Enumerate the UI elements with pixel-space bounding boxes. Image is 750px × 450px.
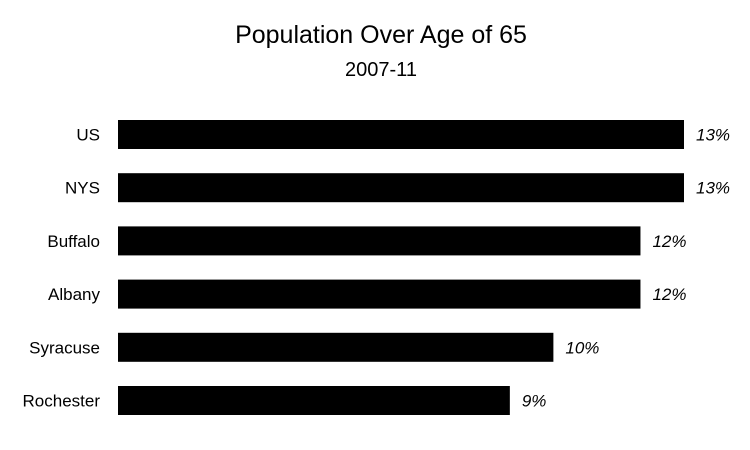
category-label-buffalo: Buffalo (47, 232, 100, 251)
data-label-buffalo: 12% (652, 232, 686, 251)
bar-rochester (118, 386, 510, 415)
category-label-syracuse: Syracuse (29, 338, 100, 357)
bar-syracuse (118, 332, 554, 362)
category-label-rochester: Rochester (23, 392, 101, 411)
data-label-albany: 12% (652, 285, 686, 304)
bar-nys (118, 173, 684, 203)
category-label-nys: NYS (65, 179, 100, 198)
bar-buffalo (118, 226, 641, 256)
bar-albany (118, 279, 641, 309)
data-label-rochester: 9% (522, 392, 547, 411)
data-label-syracuse: 10% (565, 338, 599, 357)
bars-group: US 13% NYS 13% Buffalo 12% Albany 12% Syracuse 10… (23, 120, 730, 415)
data-label-nys: 13% (696, 179, 730, 198)
chart-title: Population Over Age of 65 (235, 21, 527, 49)
chart-subtitle: 2007-11 (345, 59, 417, 81)
category-label-us: US (76, 126, 100, 145)
category-label-albany: Albany (48, 285, 100, 304)
data-label-us: 13% (696, 126, 730, 145)
bar-us (118, 120, 684, 149)
